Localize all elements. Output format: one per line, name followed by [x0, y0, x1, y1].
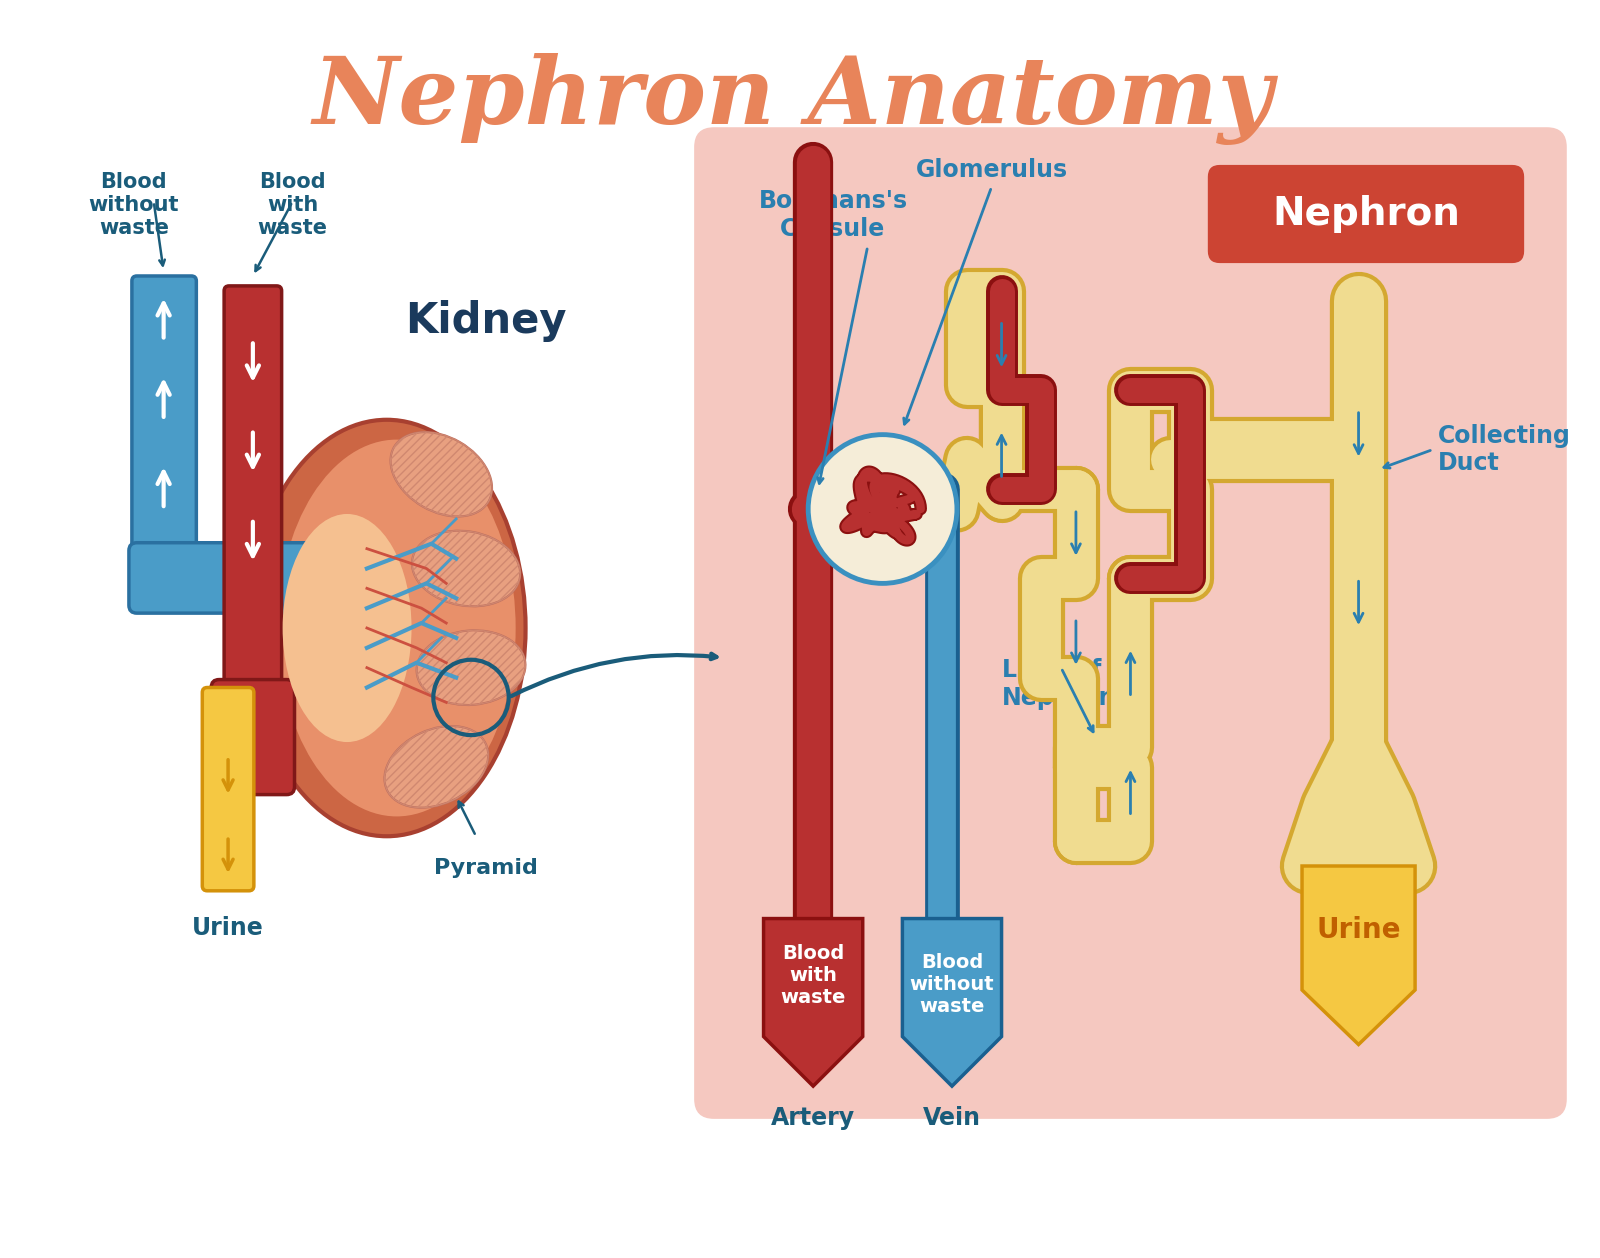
FancyBboxPatch shape — [130, 542, 382, 613]
Text: Vein: Vein — [923, 1106, 981, 1130]
FancyBboxPatch shape — [202, 688, 254, 891]
FancyBboxPatch shape — [224, 286, 282, 712]
Text: Urine: Urine — [1317, 917, 1400, 945]
Ellipse shape — [390, 431, 493, 517]
Text: Nephron: Nephron — [1272, 195, 1461, 233]
FancyBboxPatch shape — [1208, 165, 1525, 263]
Ellipse shape — [411, 531, 520, 606]
Text: Artery: Artery — [771, 1106, 856, 1130]
Text: Pyramid: Pyramid — [434, 858, 538, 878]
FancyBboxPatch shape — [211, 679, 294, 795]
Text: Blood
with
waste: Blood with waste — [258, 172, 328, 238]
Text: Kidney: Kidney — [405, 299, 566, 342]
Text: Blood
without
waste: Blood without waste — [88, 172, 179, 238]
Polygon shape — [902, 918, 1002, 1086]
Text: Blood
without
waste: Blood without waste — [910, 954, 994, 1016]
Text: Blood
with
waste: Blood with waste — [781, 944, 846, 1006]
Polygon shape — [1302, 866, 1414, 1044]
Ellipse shape — [248, 420, 525, 837]
FancyBboxPatch shape — [131, 276, 197, 584]
Text: Bowmans's
Capsule: Bowmans's Capsule — [758, 190, 907, 242]
Circle shape — [808, 434, 957, 584]
Text: Glomerulus: Glomerulus — [915, 157, 1067, 181]
Ellipse shape — [283, 515, 411, 742]
Polygon shape — [763, 918, 862, 1086]
FancyBboxPatch shape — [694, 127, 1566, 1118]
Text: Nephron Anatomy: Nephron Anatomy — [314, 53, 1274, 145]
Ellipse shape — [384, 726, 488, 808]
Ellipse shape — [278, 439, 515, 816]
Text: Collecting
Duct: Collecting Duct — [1438, 424, 1571, 476]
Ellipse shape — [416, 630, 525, 704]
Text: Loop of the
Nephron: Loop of the Nephron — [1002, 658, 1154, 710]
Text: Urine: Urine — [192, 916, 264, 940]
